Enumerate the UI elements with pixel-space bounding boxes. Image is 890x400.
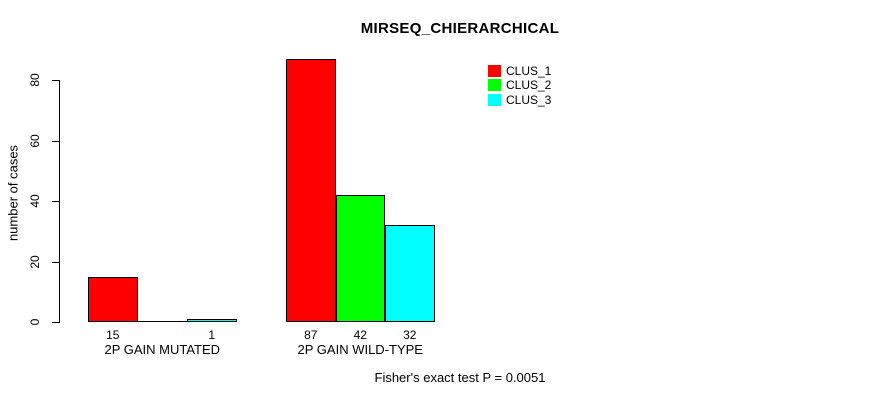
bar-value-label: 15 — [106, 328, 120, 342]
y-tick — [52, 201, 60, 203]
y-tick-label: 80 — [28, 73, 42, 88]
legend-swatch — [488, 79, 501, 91]
category-label: 2P GAIN WILD-TYPE — [297, 342, 423, 357]
y-tick-label: 20 — [28, 254, 42, 269]
y-tick — [52, 80, 60, 82]
bar-value-label: 42 — [353, 328, 367, 342]
bar — [187, 318, 237, 322]
y-tick — [52, 140, 60, 142]
y-axis-label: number of cases — [5, 144, 21, 242]
y-tick — [52, 261, 60, 263]
legend-label: CLUS_2 — [506, 78, 552, 92]
legend-label: CLUS_3 — [506, 92, 552, 107]
bar-value-label: 87 — [304, 328, 318, 342]
category-label: 2P GAIN MUTATED — [104, 342, 221, 357]
y-tick-label: 60 — [28, 134, 42, 148]
legend-swatch — [488, 93, 501, 106]
bar — [286, 59, 336, 322]
legend-label: CLUS_1 — [506, 63, 552, 78]
bar-value-label: 32 — [403, 328, 417, 342]
y-tick-label: 0 — [28, 318, 42, 326]
chart-title: MIRSEQ_CHIERARCHICAL — [360, 20, 560, 37]
bar — [385, 225, 435, 322]
y-tick-label: 40 — [28, 194, 42, 208]
y-tick — [52, 322, 60, 323]
bar — [335, 195, 385, 322]
bar-value-label: 1 — [208, 328, 216, 342]
bar-zero-height — [137, 321, 187, 322]
bar — [88, 276, 138, 322]
legend-swatch — [488, 64, 501, 77]
annotation-fishers-test: Fisher's exact test P = 0.0051 — [374, 370, 546, 385]
